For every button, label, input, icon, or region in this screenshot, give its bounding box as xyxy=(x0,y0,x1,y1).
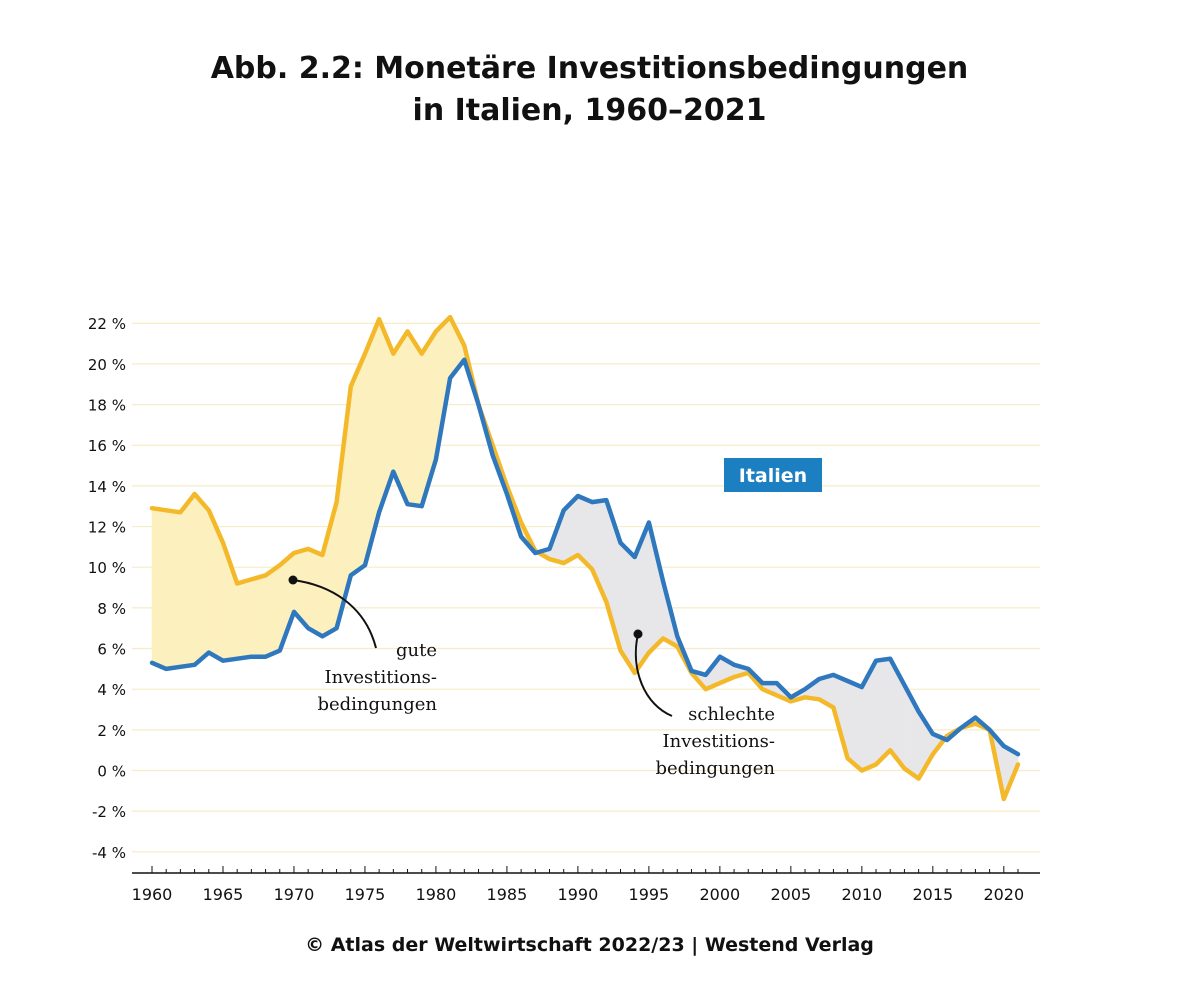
annotation-text: gute xyxy=(396,640,437,661)
area-good xyxy=(307,548,323,637)
x-tick-label: 1960 xyxy=(132,885,173,904)
area-good xyxy=(151,507,167,670)
chart-title: Abb. 2.2: Monetäre Investitionsbedingung… xyxy=(0,48,1179,132)
annotation-text: Investitions- xyxy=(663,731,776,752)
x-tick-label: 1965 xyxy=(203,885,244,904)
x-tick-label: 1995 xyxy=(629,885,670,904)
area-bad xyxy=(648,522,664,654)
area-good xyxy=(251,574,266,657)
legend-label: Italien xyxy=(739,465,807,487)
y-tick-label: 14 % xyxy=(88,478,126,496)
y-tick-label: 20 % xyxy=(88,356,126,374)
x-tick-label: 1980 xyxy=(416,885,457,904)
y-tick-label: 22 % xyxy=(88,315,126,333)
annotation-leader xyxy=(634,633,673,717)
series-lines xyxy=(149,314,1021,802)
x-tick-label: 2005 xyxy=(770,885,811,904)
annotation-text: bedingungen xyxy=(317,694,437,715)
x-tick-label: 2000 xyxy=(700,885,741,904)
area-bad xyxy=(875,658,891,766)
grid xyxy=(132,322,1040,853)
area-good xyxy=(180,493,195,668)
x-tick-label: 2010 xyxy=(841,885,882,904)
area-good xyxy=(165,509,181,670)
source-credit: © Atlas der Weltwirtschaft 2022/23 | Wes… xyxy=(305,934,874,956)
y-tick-label: 12 % xyxy=(88,519,126,537)
area-good xyxy=(194,493,210,666)
annotation-text: bedingungen xyxy=(655,758,775,779)
y-tick-label: -2 % xyxy=(92,803,126,821)
x-tick-label: 1970 xyxy=(274,885,315,904)
y-tick-label: -4 % xyxy=(92,844,126,862)
y-tick-label: 16 % xyxy=(88,437,126,455)
x-tick-label: 1990 xyxy=(558,885,599,904)
legend-badge xyxy=(724,458,822,492)
y-tick-label: 8 % xyxy=(97,600,126,618)
series-line-blue xyxy=(149,357,1021,757)
area-fills xyxy=(151,316,1019,800)
axes: -4 % -2 % 0 % 2 % 4 % 6 % 8 % 10 % 12 % 14 % 16 % 1… xyxy=(88,315,1040,904)
annotation-leader xyxy=(292,579,377,649)
annotation-text: schlechte xyxy=(688,704,775,725)
area-bad xyxy=(847,680,863,772)
y-tick-label: 6 % xyxy=(97,641,126,659)
series-line-yellow xyxy=(149,314,1021,802)
legend: Italien xyxy=(724,458,822,492)
y-tick-label: 2 % xyxy=(97,722,126,740)
x-tick-label: 2015 xyxy=(912,885,953,904)
area-good xyxy=(265,564,281,658)
area-good xyxy=(236,579,252,660)
y-tick-label: 10 % xyxy=(88,559,126,577)
y-tick-label: 4 % xyxy=(97,681,126,699)
area-good xyxy=(407,330,423,507)
x-tick-label: 1985 xyxy=(487,885,528,904)
x-tick-label: 2020 xyxy=(983,885,1024,904)
y-tick-label: 0 % xyxy=(97,763,126,781)
y-tick-label: 18 % xyxy=(88,397,126,415)
title-line-1: Abb. 2.2: Monetäre Investitionsbedingung… xyxy=(210,51,969,86)
title-line-2: in Italien, 1960–2021 xyxy=(412,93,767,128)
x-tick-label: 1975 xyxy=(345,885,386,904)
annotations: gute Investitions-bedingungen schlechte Inv… xyxy=(288,575,776,779)
annotation-text: Investitions- xyxy=(325,667,438,688)
